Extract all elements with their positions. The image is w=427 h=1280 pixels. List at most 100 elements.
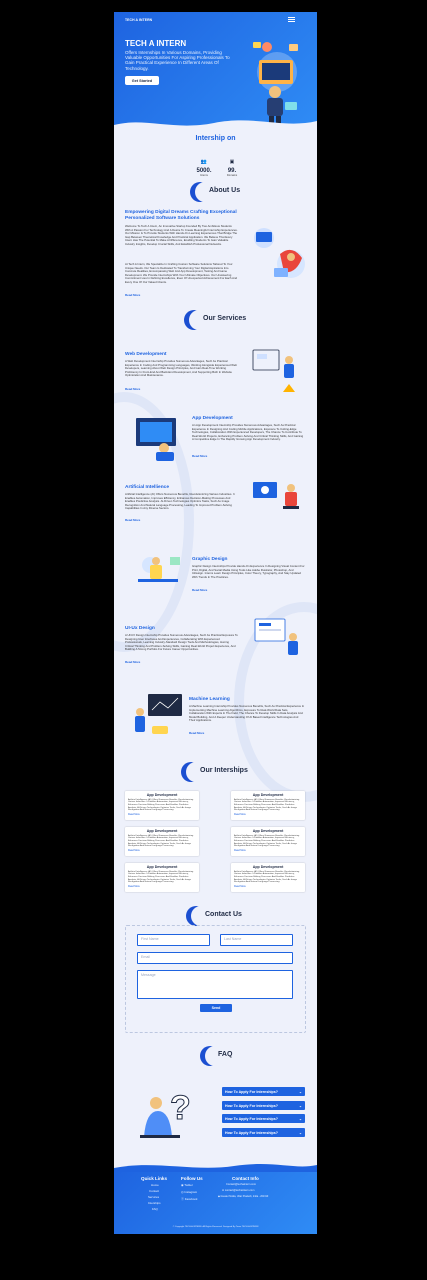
instagram-link[interactable]: ◎ Instagram <box>181 1190 198 1194</box>
about-illustration-icon <box>254 228 305 278</box>
service-text-uiux: A UI/UX Design Internship Provides Numer… <box>125 633 238 651</box>
contact-email-2[interactable]: ✉ contact@techaintern.com <box>222 1189 255 1192</box>
service-title-app: App Development <box>192 416 233 421</box>
service-read-more-web[interactable]: Read More <box>125 387 141 391</box>
email-field[interactable]: Email <box>137 952 293 964</box>
card-read-more-link[interactable]: Read More <box>234 885 246 889</box>
chevron-down-icon: ⌄ <box>298 1103 302 1108</box>
send-button[interactable]: Send <box>200 1004 232 1012</box>
contact-email-1[interactable]: Contact@techaintern.com <box>226 1183 257 1186</box>
internship-card[interactable]: App Development Artificial Intelligence … <box>125 827 199 856</box>
stat-value: 99. <box>227 168 237 174</box>
service-read-more-app[interactable]: Read More <box>192 454 208 458</box>
service-title-uiux: UI-Ux Design <box>125 626 155 631</box>
hamburger-menu-icon[interactable] <box>288 17 295 22</box>
service-read-more-ai[interactable]: Read More <box>125 518 141 522</box>
facebook-icon: ⓕ <box>181 1197 184 1201</box>
about-para-1: Welcome To Tech A Intern, An Innovative … <box>125 224 238 246</box>
about-title: Empowering Digital Dreams Crafting Excep… <box>125 210 237 221</box>
instagram-icon: ◎ <box>181 1190 184 1194</box>
crescent-icon <box>200 1046 225 1066</box>
get-started-button[interactable]: Get Started <box>125 76 159 85</box>
footer-link-faq[interactable]: FAQ <box>152 1207 158 1211</box>
twitter-link[interactable]: ◉ Twitter <box>181 1183 193 1187</box>
message-field[interactable]: Message <box>137 970 293 999</box>
internship-card[interactable]: App Development Artificial Intelligence … <box>231 863 305 892</box>
ai-illustration-icon <box>253 482 299 509</box>
chevron-down-icon: ⌄ <box>298 1089 302 1094</box>
website-page: TECH A INTERN TECH A INTERN Offers Inter… <box>114 12 317 1234</box>
card-read-more-link[interactable]: Read More <box>128 885 140 889</box>
ui-ux-illustration-icon <box>254 618 298 655</box>
faq-item[interactable]: How To Apply For Internships? ⌄ <box>222 1114 305 1123</box>
chevron-down-icon: ⌄ <box>298 1130 302 1135</box>
contact-form <box>125 925 306 1033</box>
crescent-icon <box>184 310 209 330</box>
twitter-icon: ◉ <box>181 1183 184 1187</box>
internship-card[interactable]: App Development Artificial Intelligence … <box>125 863 199 892</box>
about-para-2: At Tech A Intern, We Specialize In Craft… <box>125 262 238 284</box>
service-title-graphic: Graphic Design <box>192 557 228 562</box>
follow-us-title: Follow Us <box>181 1176 203 1181</box>
service-read-more-graphic[interactable]: Read More <box>192 588 208 592</box>
faq-illustration-icon: ? <box>140 1089 191 1138</box>
service-text-ml: A Machine Learning Internship Provides N… <box>189 704 305 722</box>
brand-logo[interactable]: TECH A INTERN <box>125 18 153 22</box>
faq-item[interactable]: How To Apply For Internships? ⌄ <box>222 1128 305 1137</box>
card-read-more-link[interactable]: Read More <box>128 849 140 853</box>
facebook-link[interactable]: ⓕ Facebook <box>181 1197 198 1201</box>
internship-card[interactable]: App Development Artificial Intelligence … <box>231 827 305 856</box>
last-name-field[interactable]: Last Name <box>220 934 293 946</box>
service-text-graphic: Graphic Design Internships Provide Hands… <box>192 564 305 579</box>
mail-icon: ✉ <box>222 1189 225 1192</box>
faq-item[interactable]: How To Apply For Internships? ⌄ <box>222 1087 305 1096</box>
contact-address: ◆ Greater Noida, Uttar Pradesh, India - … <box>218 1195 269 1198</box>
crescent-icon <box>190 182 215 202</box>
machine-learning-illustration-icon <box>135 694 182 734</box>
card-read-more-link[interactable]: Read More <box>128 813 140 817</box>
internships-heading: Our Interships <box>114 762 317 784</box>
hero-illustration-icon <box>253 42 298 125</box>
domains-icon: ▣ <box>229 159 235 165</box>
faq-item[interactable]: How To Apply For Internships? ⌄ <box>222 1101 305 1110</box>
graphic-design-illustration-icon <box>138 557 180 582</box>
stat-label: Interns <box>200 174 208 177</box>
stat-domains: ▣ 99. Domains <box>217 150 247 177</box>
footer-link-interships[interactable]: Interships <box>148 1201 161 1205</box>
internship-card[interactable]: App Development Artificial Intelligence … <box>231 791 305 820</box>
users-icon: 👥 <box>200 159 208 165</box>
stat-label: Domains <box>226 174 238 177</box>
hero-subtitle: Offers Internships In Various Domains, P… <box>125 50 230 71</box>
faq-heading: FAQ <box>114 1046 317 1068</box>
service-title-web: Web Development <box>125 352 167 357</box>
copyright-text: © Copyright TECH A INTERN. All Rights Re… <box>172 1226 259 1228</box>
footer-link-home[interactable]: Home <box>151 1183 159 1187</box>
service-read-more-uiux[interactable]: Read More <box>125 660 141 664</box>
stats-title: Intership on <box>195 135 236 142</box>
service-text-ai: Artificial Intelligence (AI) Offers Nume… <box>125 492 235 510</box>
first-name-field[interactable]: First Name <box>137 934 210 946</box>
service-title-ml: Machine Learning <box>189 697 230 702</box>
contact-info-title: Contact Info <box>232 1176 259 1181</box>
services-heading: Our Services <box>114 310 317 332</box>
footer: Quick Links Home Contact Services Inters… <box>114 1164 317 1234</box>
card-read-more-link[interactable]: Read More <box>234 849 246 853</box>
contact-heading: Contact Us <box>114 906 317 928</box>
service-read-more-ml[interactable]: Read More <box>189 731 205 735</box>
location-icon: ◆ <box>218 1195 220 1198</box>
card-read-more-link[interactable]: Read More <box>234 813 246 817</box>
about-read-more-link[interactable]: Read More <box>125 293 141 297</box>
hero-section: TECH A INTERN TECH A INTERN Offers Inter… <box>114 12 317 131</box>
footer-link-contact[interactable]: Contact <box>149 1189 159 1193</box>
stat-value: 5000. <box>196 168 212 174</box>
about-heading: About Us <box>114 182 317 204</box>
stat-interns: 👥 5000. Interns <box>189 150 219 177</box>
service-text-app: An App Development Internship Provides N… <box>192 423 304 441</box>
footer-link-services[interactable]: Services <box>148 1195 160 1199</box>
crescent-icon <box>186 906 211 926</box>
internship-card[interactable]: App Development Artificial Intelligence … <box>125 791 199 820</box>
crescent-icon <box>181 762 206 782</box>
footer-wave-divider <box>114 1164 317 1172</box>
web-development-illustration-icon <box>252 349 295 392</box>
hero-title: TECH A INTERN <box>125 39 187 48</box>
